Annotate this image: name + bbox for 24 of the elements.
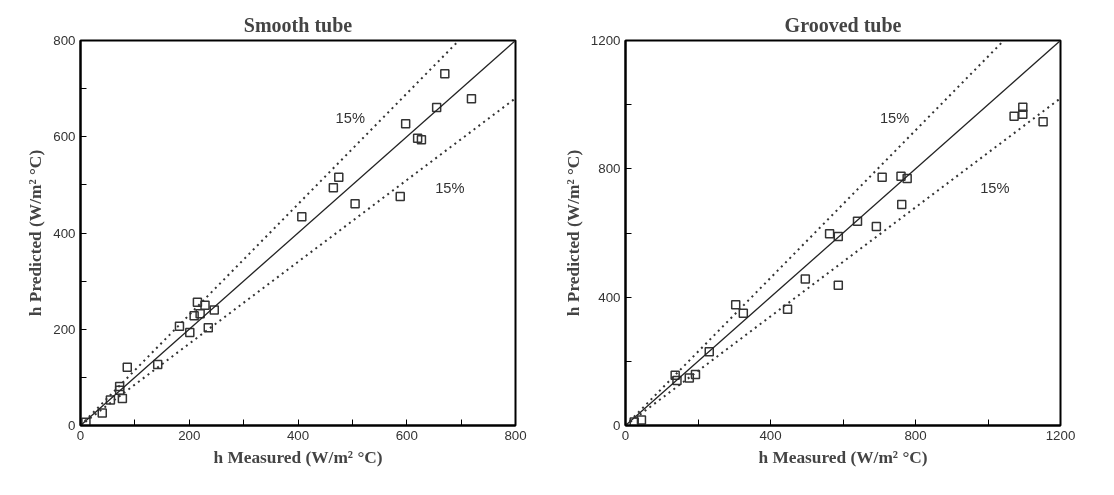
- y-tick-label: 800: [53, 33, 76, 48]
- y-tick-label: 800: [598, 161, 621, 177]
- y-tick-label: 1200: [590, 33, 621, 48]
- y-tick-label: 200: [53, 321, 76, 337]
- x-tick-label: 400: [286, 427, 310, 443]
- x-tick-label: 800: [904, 427, 927, 443]
- y-tick-label: 400: [53, 225, 76, 241]
- x-tick-label: 800: [504, 427, 527, 443]
- annotation: 15%: [980, 180, 1010, 197]
- annotation: 15%: [879, 110, 910, 127]
- x-tick-label: 400: [759, 427, 782, 443]
- x-axis-title: h Measured (W/m² °C): [758, 447, 928, 467]
- x-tick-label: 600: [395, 427, 418, 443]
- y-axis-title: h Predicted (W/m² °C): [26, 149, 46, 317]
- y-axis-title: h Predicted (W/m² °C): [563, 149, 583, 317]
- y-tick-label: 600: [53, 129, 76, 145]
- x-tick-label: 200: [178, 427, 201, 443]
- y-tick-label: 400: [598, 289, 621, 305]
- annotation: 15%: [335, 109, 365, 126]
- annotation: 15%: [435, 180, 465, 197]
- x-axis-title: h Measured (W/m² °C): [213, 447, 383, 467]
- x-tick-label: 1200: [1045, 427, 1076, 443]
- chart-title: Grooved tube: [784, 13, 902, 36]
- chart-title: Smooth tube: [243, 13, 353, 36]
